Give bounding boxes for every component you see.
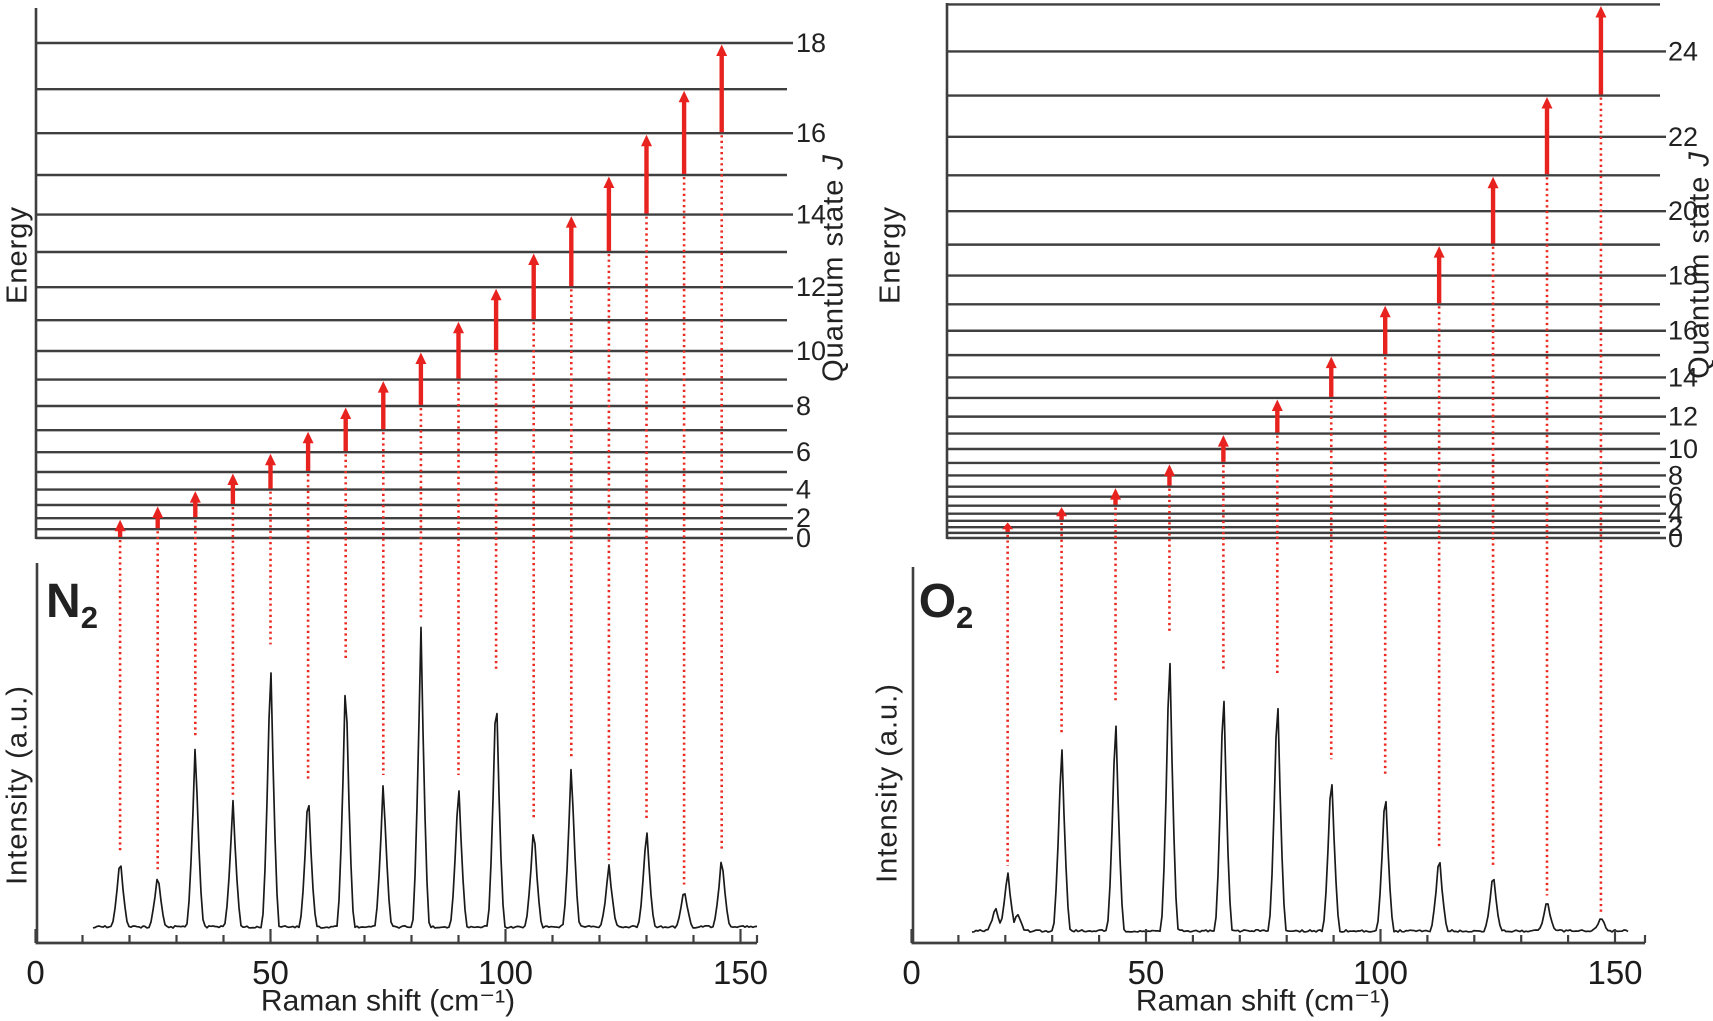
level-label-J2: 2 [796,503,811,533]
transition-arrow-head-J9 [453,321,464,334]
quantum-state-text: Quantum state [1683,166,1713,379]
level-label-J10: 10 [796,336,826,366]
quantum-state-j: J [817,154,850,170]
level-label-J18: 18 [796,28,826,58]
quantum-state-j: J [1683,151,1713,167]
raman-shift-axis-label-o2: Raman shift (cm⁻¹) [1135,984,1391,1018]
transition-arrow-head-J9 [1217,435,1229,447]
level-label-J4: 4 [796,475,811,505]
transition-arrow-head-J15 [678,90,690,103]
x-tick-label-0: 0 [26,954,44,991]
transition-arrow-head-J0 [114,519,126,532]
raman-shift-axis-label-n2: Raman shift (cm⁻¹) [260,984,516,1018]
level-label-J6: 6 [1668,482,1683,512]
transition-arrow-head-J21 [1541,97,1553,109]
molecule-subscript: 2 [956,599,974,635]
transition-arrow-head-J11 [1271,399,1283,411]
level-label-J14: 14 [796,200,826,230]
level-label-J6: 6 [796,437,811,467]
raman-spectrum-trace-o2 [971,662,1629,933]
x-tick-label-150: 150 [713,954,768,991]
level-label-J8: 8 [796,391,811,421]
transition-arrow-head-J19 [1487,176,1499,189]
level-label-J4: 4 [1668,499,1683,529]
x-tick-label-100: 100 [478,954,533,991]
level-label-J22: 22 [1668,122,1698,152]
quantum-state-text: Quantum state [817,169,850,382]
level-label-J24: 24 [1668,36,1698,66]
transition-arrow-head-J23 [1595,5,1607,18]
transition-arrow-head-J8 [415,352,427,364]
transition-arrow-head-J1 [152,506,164,518]
transition-arrow-head-J6 [340,407,352,419]
level-label-J0: 0 [796,523,811,553]
level-label-J12: 12 [796,272,826,302]
transition-arrow-head-J13 [1325,356,1337,369]
transition-arrow-head-J14 [641,134,652,147]
level-label-J20: 20 [1668,196,1698,226]
x-tick-label-50: 50 [252,954,289,991]
transition-arrow-head-J16 [716,44,728,56]
transition-arrow-head-J4 [265,453,276,466]
x-tick-label-50: 50 [1128,954,1165,991]
level-label-J10: 10 [1668,434,1698,464]
transition-arrow-head-J7 [377,381,389,393]
molecule-subscript: 2 [80,599,98,635]
level-label-J2: 2 [1668,512,1683,542]
level-label-J18: 18 [1668,261,1698,291]
molecule-label-o2: O2 [919,574,974,636]
transition-arrow-head-J17 [1433,246,1445,258]
energy-axis-label-n2: Energy [1,206,34,304]
transition-arrow-head-J13 [603,176,615,188]
level-label-J16: 16 [1668,316,1698,346]
intensity-axis-label-o2: Intensity (a.u.) [871,683,904,883]
level-label-J16: 16 [796,118,826,148]
molecule-symbol: N [46,575,81,629]
quantum-state-axis-label-o2: Quantum state J [1684,151,1713,379]
energy-axis-label-o2: Energy [874,206,907,304]
transition-arrow-head-J7 [1163,464,1175,476]
transition-arrow-head-J2 [189,491,201,503]
transition-arrow-head-J5 [1110,488,1122,500]
x-tick-label-100: 100 [1353,954,1408,991]
quantum-state-axis-label-n2: Quantum state J [818,154,851,382]
raman-spectrum-trace-n2 [92,626,758,929]
level-label-J12: 12 [1668,402,1698,432]
transition-arrow-head-J3 [1056,507,1068,517]
level-label-J14: 14 [1668,362,1698,392]
molecule-symbol: O [918,575,957,629]
x-tick-label-150: 150 [1587,954,1642,991]
transition-arrow-head-J15 [1379,305,1391,318]
molecule-label-n2: N2 [46,574,98,636]
x-tick-label-0: 0 [902,954,920,991]
transition-arrow-head-J11 [528,253,540,265]
transition-arrow-head-J3 [227,473,239,485]
transition-arrow-head-J5 [302,431,314,444]
level-label-J8: 8 [1668,460,1683,490]
intensity-axis-label-n2: Intensity (a.u.) [1,685,34,885]
level-label-J0: 0 [1668,523,1683,553]
transition-arrow-head-J10 [490,288,502,301]
transition-arrow-head-J12 [565,216,577,228]
transition-arrow-head-J1 [1002,522,1014,530]
